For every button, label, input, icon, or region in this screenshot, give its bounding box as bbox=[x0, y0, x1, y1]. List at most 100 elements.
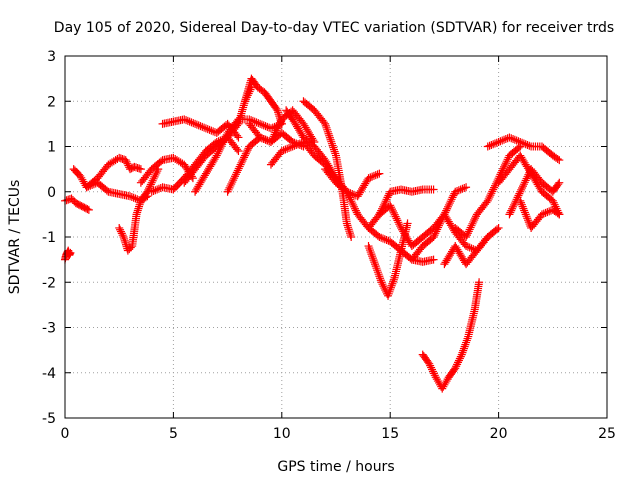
series-track-28 bbox=[516, 196, 564, 232]
data-point bbox=[364, 174, 373, 183]
data-point bbox=[231, 172, 240, 181]
data-point bbox=[102, 186, 111, 195]
data-point bbox=[147, 187, 156, 196]
data-point bbox=[344, 191, 353, 200]
data-point bbox=[346, 231, 355, 240]
data-point bbox=[277, 147, 286, 156]
data-point bbox=[500, 160, 509, 169]
y-tick-label: -3 bbox=[42, 321, 56, 337]
series-track-24 bbox=[451, 142, 525, 241]
data-point bbox=[233, 131, 242, 140]
data-point bbox=[500, 135, 509, 144]
data-point bbox=[84, 205, 93, 214]
data-point bbox=[446, 197, 455, 206]
data-point bbox=[471, 214, 480, 223]
data-point bbox=[455, 354, 464, 363]
data-point bbox=[388, 279, 397, 288]
data-point bbox=[373, 268, 382, 277]
data-point bbox=[227, 179, 236, 188]
data-point bbox=[254, 119, 263, 128]
data-point bbox=[509, 202, 518, 211]
data-point bbox=[259, 121, 268, 130]
data-point bbox=[369, 256, 378, 265]
data-point bbox=[553, 154, 562, 163]
data-point bbox=[462, 242, 471, 251]
data-point bbox=[83, 205, 92, 214]
data-point bbox=[194, 121, 203, 130]
data-point bbox=[450, 365, 459, 374]
data-point bbox=[462, 336, 471, 345]
data-point bbox=[445, 199, 454, 208]
data-point bbox=[211, 153, 220, 162]
data-point bbox=[323, 127, 332, 136]
data-point bbox=[136, 198, 145, 207]
data-point bbox=[348, 199, 357, 208]
y-tick-label: -5 bbox=[42, 411, 56, 427]
data-point bbox=[458, 348, 467, 357]
data-point bbox=[436, 217, 445, 226]
data-point bbox=[382, 236, 391, 245]
data-point bbox=[345, 229, 354, 238]
data-point bbox=[389, 208, 398, 217]
data-point bbox=[279, 146, 288, 155]
data-point bbox=[386, 201, 395, 210]
data-point bbox=[259, 134, 268, 143]
data-point bbox=[444, 202, 453, 211]
data-point bbox=[490, 183, 499, 192]
data-point bbox=[508, 204, 517, 213]
data-point bbox=[371, 171, 380, 180]
data-point bbox=[230, 174, 239, 183]
data-point bbox=[146, 180, 155, 189]
data-point bbox=[522, 174, 531, 183]
data-point bbox=[364, 242, 373, 251]
data-point bbox=[115, 223, 124, 232]
data-point bbox=[200, 123, 209, 132]
data-point bbox=[453, 186, 462, 195]
x-tick-label: 25 bbox=[598, 426, 616, 442]
data-point bbox=[519, 180, 528, 189]
data-point bbox=[223, 187, 232, 196]
data-point bbox=[343, 221, 352, 230]
data-point bbox=[519, 139, 528, 148]
y-tick-label: -2 bbox=[42, 275, 56, 291]
data-point bbox=[516, 196, 525, 205]
data-point bbox=[365, 244, 374, 253]
data-point bbox=[286, 143, 295, 152]
grid-lines bbox=[65, 56, 607, 418]
data-point bbox=[430, 371, 439, 380]
data-point bbox=[460, 183, 469, 192]
data-point bbox=[485, 193, 494, 202]
data-point bbox=[234, 164, 243, 173]
series-track-5 bbox=[115, 165, 163, 255]
data-point bbox=[196, 122, 205, 131]
data-point bbox=[543, 208, 552, 217]
data-point bbox=[442, 206, 451, 215]
data-point bbox=[424, 358, 433, 367]
data-point bbox=[133, 206, 142, 215]
data-point bbox=[537, 210, 546, 219]
data-point bbox=[425, 359, 434, 368]
data-point bbox=[451, 187, 460, 196]
data-point bbox=[220, 134, 229, 143]
data-point bbox=[487, 189, 496, 198]
data-point bbox=[467, 244, 476, 253]
data-point bbox=[347, 197, 356, 206]
data-point bbox=[239, 155, 248, 164]
data-point bbox=[449, 191, 458, 200]
data-point bbox=[453, 360, 462, 369]
data-point bbox=[331, 149, 340, 158]
data-point bbox=[129, 193, 138, 202]
data-point bbox=[451, 364, 460, 373]
data-point bbox=[367, 250, 376, 259]
data-point bbox=[443, 204, 452, 213]
data-point bbox=[500, 162, 509, 171]
data-point bbox=[505, 133, 514, 142]
data-point bbox=[386, 283, 395, 292]
data-point bbox=[240, 151, 249, 160]
data-point bbox=[207, 126, 216, 135]
series-track-8 bbox=[158, 115, 243, 142]
data-point bbox=[237, 158, 246, 167]
series-track-23 bbox=[440, 223, 503, 269]
data-point bbox=[463, 334, 472, 343]
